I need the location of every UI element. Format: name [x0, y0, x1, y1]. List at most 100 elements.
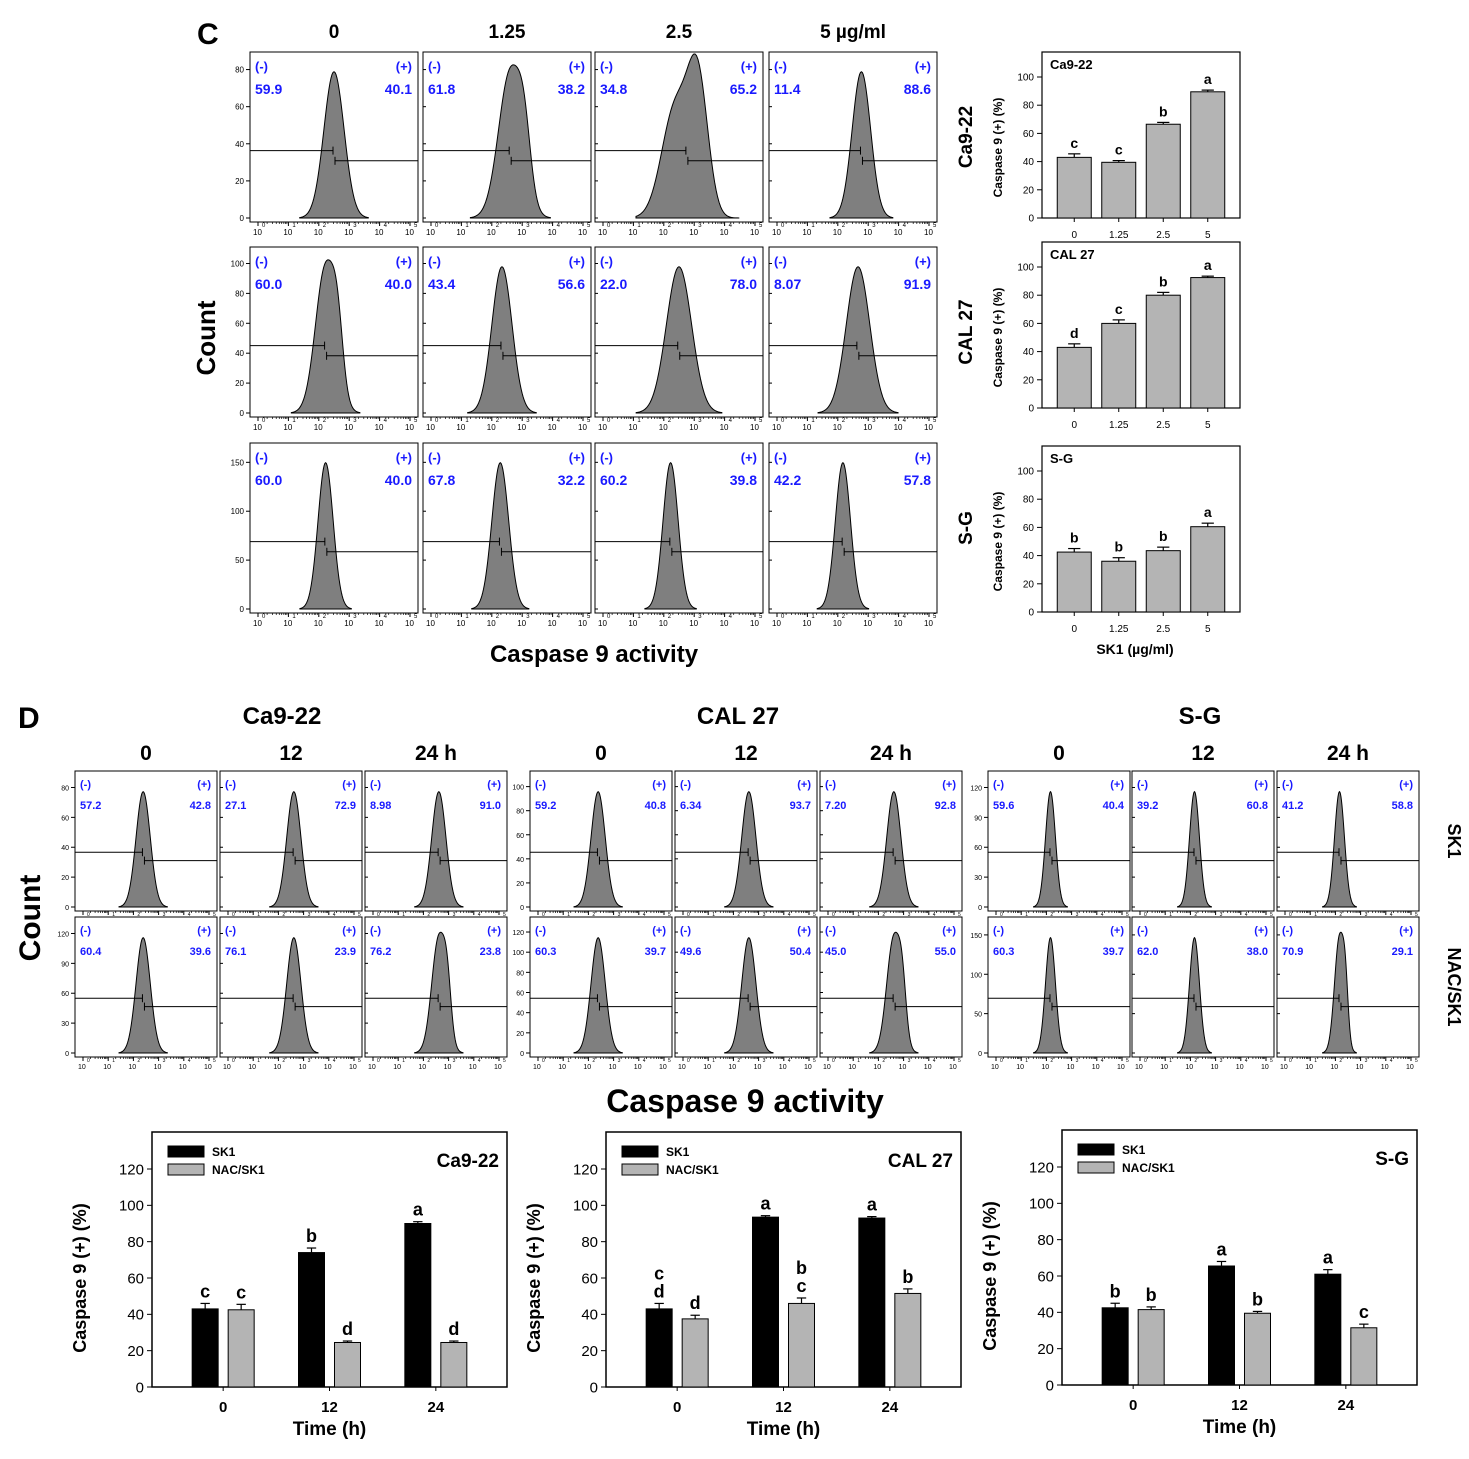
- x-tick-exponent: 0: [832, 1058, 835, 1064]
- percent-negative: 59.2: [535, 800, 556, 812]
- x-tick-exponent: 5: [813, 1058, 816, 1064]
- x-tick-label: 10: [720, 228, 729, 237]
- legend-label: SK1: [212, 1145, 236, 1159]
- gate-label-positive: (+): [915, 254, 931, 269]
- significance-letter: c: [654, 1263, 664, 1283]
- legend-label: NAC/SK1: [212, 1163, 265, 1177]
- x-tick-exponent: 5: [933, 614, 937, 620]
- y-tick-label: 120: [57, 931, 69, 938]
- percent-positive: 23.8: [480, 946, 501, 958]
- x-tick-label: 10: [517, 619, 526, 628]
- percent-negative: 60.2: [600, 472, 627, 488]
- y-tick-label: 100: [1017, 73, 1034, 84]
- x-tick-exponent: 4: [333, 1058, 336, 1064]
- x-tick-label: 10: [253, 619, 262, 628]
- y-tick-label: 120: [573, 1161, 598, 1178]
- x-tick-exponent: 0: [607, 614, 611, 620]
- x-tick-label: 10: [634, 1064, 642, 1071]
- y-tick-label: 0: [978, 1051, 982, 1058]
- bar: [645, 1308, 673, 1388]
- x-tick-label: 10: [517, 228, 526, 237]
- x-tick-exponent: 1: [811, 418, 815, 424]
- gate-label-positive: (+): [652, 779, 666, 791]
- x-tick-exponent: 0: [1000, 1058, 1003, 1064]
- x-tick-label: 10: [375, 619, 384, 628]
- percent-positive: 40.0: [385, 472, 412, 488]
- x-tick-label: 10: [924, 228, 933, 237]
- y-axis-title: Caspase 9 (+) (%): [991, 98, 1005, 198]
- gate-label-negative: (-): [80, 925, 91, 937]
- percent-positive: 91.0: [480, 800, 501, 812]
- y-tick-label: 20: [1023, 579, 1035, 590]
- x-tick-exponent: 3: [908, 1058, 911, 1064]
- x-tick-exponent: 4: [643, 912, 646, 918]
- time-label: 24 h: [1327, 742, 1369, 765]
- x-tick-label: 10: [1280, 1064, 1288, 1071]
- y-tick-label: 20: [235, 379, 244, 388]
- significance-letter: a: [1204, 257, 1212, 273]
- significance-letter: b: [1159, 528, 1168, 544]
- x-tick-exponent: 3: [526, 223, 530, 229]
- histogram-peak: [817, 266, 899, 414]
- x-tick-exponent: 5: [759, 614, 763, 620]
- x-tick-label: 10: [456, 228, 465, 237]
- x-tick-label: 10: [1135, 1064, 1143, 1071]
- y-tick-label: 0: [240, 214, 245, 223]
- x-tick-exponent: 5: [1270, 1058, 1273, 1064]
- gate-label-negative: (-): [428, 450, 441, 465]
- x-tick-label: 2.5: [1156, 624, 1170, 635]
- bar: [227, 1309, 255, 1388]
- y-tick-label: 60: [1023, 129, 1035, 140]
- x-tick-label: 10: [659, 619, 668, 628]
- x-tick-label: 10: [456, 619, 465, 628]
- gate-label-positive: (+): [569, 254, 585, 269]
- x-tick-exponent: 5: [358, 1058, 361, 1064]
- x-tick-label: 10: [659, 423, 668, 432]
- x-tick-exponent: 2: [1194, 912, 1197, 918]
- percent-negative: 39.2: [1137, 800, 1158, 812]
- x-tick-exponent: 4: [903, 223, 907, 229]
- percent-negative: 8.07: [774, 276, 801, 292]
- x-tick-label: 10: [517, 423, 526, 432]
- y-tick-label: 80: [61, 785, 69, 792]
- histogram-peak: [269, 937, 319, 1054]
- bar: [298, 1252, 325, 1388]
- gate-label-negative: (-): [428, 59, 441, 74]
- y-tick-label: 60: [516, 833, 524, 840]
- x-tick-label: 10: [863, 228, 872, 237]
- x-tick-label: 10: [204, 1064, 212, 1071]
- x-tick-exponent: 3: [353, 223, 357, 229]
- significance-letter: c: [1115, 301, 1123, 317]
- gate-label-negative: (-): [680, 779, 691, 791]
- x-tick-exponent: 2: [496, 223, 500, 229]
- bar: [1145, 123, 1181, 219]
- x-tick-exponent: 5: [503, 912, 506, 918]
- x-tick-label: 10: [924, 423, 933, 432]
- x-tick-exponent: 2: [427, 912, 430, 918]
- gate-label-positive: (+): [942, 925, 956, 937]
- y-axis-title-count: Count: [191, 300, 221, 375]
- bar: [858, 1217, 886, 1388]
- significance-letter: a: [413, 1200, 424, 1220]
- x-tick-label: 10: [720, 423, 729, 432]
- percent-negative: 34.8: [600, 81, 627, 97]
- time-label: 0: [1053, 742, 1065, 765]
- x-tick-exponent: 2: [882, 912, 885, 918]
- histogram-peak: [635, 53, 740, 219]
- x-tick-label: 10: [924, 619, 933, 628]
- bar: [1244, 1312, 1271, 1386]
- x-tick-exponent: 3: [1076, 912, 1079, 918]
- y-tick-label: 100: [1017, 263, 1034, 274]
- bar: [1145, 294, 1181, 409]
- bar: [1137, 1309, 1165, 1386]
- significance-letter: b: [306, 1226, 317, 1246]
- x-tick-label: 10: [253, 423, 262, 432]
- percent-positive: 32.2: [558, 472, 585, 488]
- y-tick-label: 60: [516, 991, 524, 998]
- y-tick-label: 100: [1017, 467, 1034, 478]
- chart-title: CAL 27: [1050, 247, 1095, 262]
- x-tick-label: 10: [375, 228, 384, 237]
- x-tick-exponent: 5: [958, 1058, 961, 1064]
- x-tick-exponent: 0: [435, 418, 439, 424]
